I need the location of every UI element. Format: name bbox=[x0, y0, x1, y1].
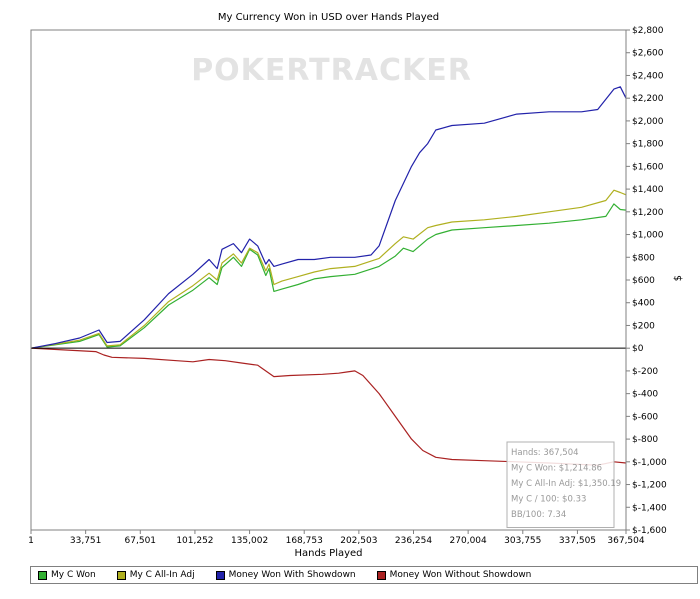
legend-label: Money Won With Showdown bbox=[228, 570, 356, 580]
legend-swatch bbox=[38, 570, 47, 580]
y-tick-label: $2,600 bbox=[632, 49, 664, 59]
legend-label: My C All-In Adj bbox=[129, 570, 195, 580]
x-tick-label: 168,753 bbox=[286, 536, 323, 546]
x-axis-ticks: 1 33,751 67,501 101,252 135,002 168,753 202,50… bbox=[28, 530, 645, 546]
x-tick-label: 67,501 bbox=[125, 536, 157, 546]
series-line-4 bbox=[30, 347, 627, 466]
info-box-line: My C / 100: $0.33 bbox=[511, 495, 586, 505]
y-tick-label: $2,400 bbox=[632, 71, 664, 81]
legend: My C Won My C All-In Adj Money Won With Sh… bbox=[30, 566, 698, 584]
x-axis-label: Hands Played bbox=[294, 548, 362, 559]
y-tick-label: $2,800 bbox=[632, 26, 664, 36]
legend-item: Money Won Without Showdown bbox=[376, 570, 532, 580]
y-tick-label: $2,200 bbox=[632, 94, 664, 104]
x-tick-label: 337,505 bbox=[559, 536, 596, 546]
legend-item: My C All-In Adj bbox=[116, 570, 195, 580]
watermark-logo: POKERTRACKER bbox=[191, 53, 472, 88]
legend-swatch bbox=[116, 570, 126, 580]
info-box-line: Hands: 367,504 bbox=[511, 448, 579, 458]
y-tick-label: $-1,400 bbox=[632, 503, 667, 513]
y-axis-ticks: $-1,600 $-1,400 $-1,200 $-1,000 $-800 $-600 $-… bbox=[626, 26, 667, 536]
y-tick-label: $800 bbox=[632, 253, 655, 263]
y-tick-label: $1,000 bbox=[632, 231, 664, 241]
legend-item: My C Won bbox=[38, 570, 96, 580]
series-line-1 bbox=[30, 203, 627, 349]
x-tick-label: 33,751 bbox=[70, 536, 102, 546]
x-tick-label: 236,254 bbox=[395, 536, 432, 546]
legend-label: My C Won bbox=[51, 570, 96, 580]
info-box-frame bbox=[506, 441, 615, 528]
info-box-line: My C Won: $1,214.86 bbox=[511, 464, 602, 474]
info-box-line: My C All-In Adj: $1,350.19 bbox=[511, 479, 621, 489]
y-tick-label: $1,200 bbox=[632, 208, 664, 218]
series-line-2 bbox=[30, 189, 627, 349]
y-tick-label: $1,400 bbox=[632, 185, 664, 195]
y-tick-label: $400 bbox=[632, 299, 655, 309]
chart-area: My Currency Won in USD over Hands Played… bbox=[28, 12, 684, 559]
legend-swatch bbox=[215, 570, 225, 580]
x-tick-label: 270,004 bbox=[450, 536, 487, 546]
x-tick-label: 367,504 bbox=[607, 536, 644, 546]
x-tick-label: 202,503 bbox=[340, 536, 377, 546]
legend-swatch bbox=[376, 570, 386, 580]
y-tick-label: $1,800 bbox=[632, 140, 664, 150]
x-tick-label: 135,002 bbox=[231, 536, 268, 546]
legend-label: Money Won Without Showdown bbox=[389, 570, 532, 580]
y-axis-label: $ bbox=[673, 275, 684, 281]
y-tick-label: $-1,000 bbox=[632, 458, 667, 468]
y-tick-label: $200 bbox=[632, 321, 655, 331]
x-tick-label: 1 bbox=[28, 536, 34, 546]
x-tick-label: 303,755 bbox=[504, 536, 541, 546]
chart-title: My Currency Won in USD over Hands Played bbox=[218, 12, 439, 23]
y-tick-label: $-600 bbox=[632, 412, 658, 422]
y-tick-label: $-200 bbox=[632, 367, 658, 377]
y-tick-label: $-1,200 bbox=[632, 481, 667, 491]
x-tick-label: 101,252 bbox=[176, 536, 213, 546]
info-box: Hands: 367,504 My C Won: $1,214.86 My C Al… bbox=[506, 441, 621, 528]
legend-item: Money Won With Showdown bbox=[215, 570, 356, 580]
series-layer bbox=[30, 86, 627, 466]
y-tick-label: $-800 bbox=[632, 435, 658, 445]
y-tick-label: $-1,600 bbox=[632, 526, 667, 536]
chart-svg: My Currency Won in USD over Hands Played… bbox=[28, 12, 684, 559]
series-line-3 bbox=[30, 86, 627, 349]
y-tick-label: $2,000 bbox=[632, 117, 664, 127]
y-tick-label: $0 bbox=[632, 344, 644, 354]
info-box-line: BB/100: 7.34 bbox=[511, 510, 566, 520]
y-tick-label: $1,600 bbox=[632, 162, 664, 172]
y-tick-label: $600 bbox=[632, 276, 655, 286]
y-tick-label: $-400 bbox=[632, 390, 658, 400]
